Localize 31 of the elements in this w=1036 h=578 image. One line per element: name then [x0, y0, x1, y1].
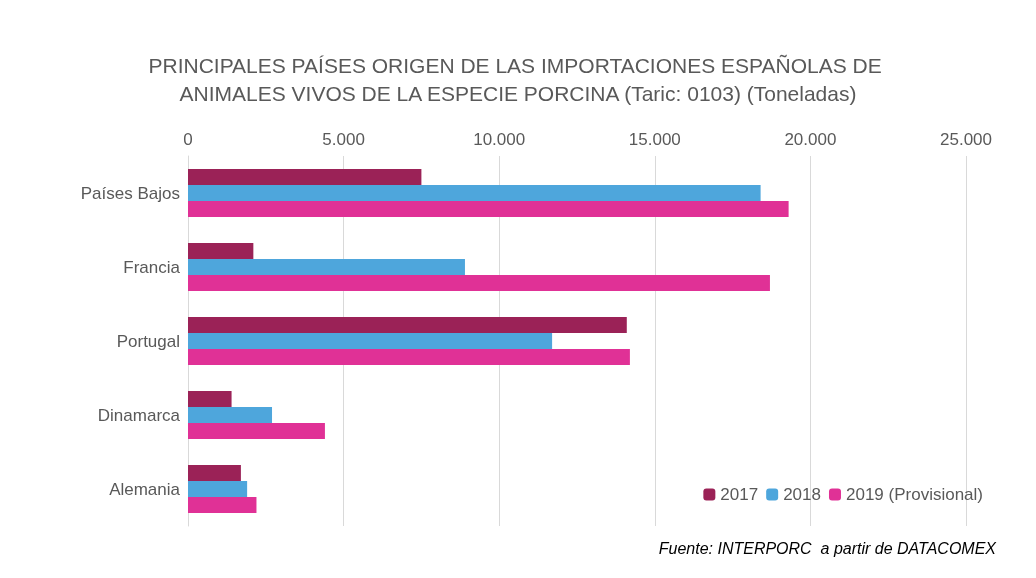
legend-label: 2018: [783, 485, 821, 504]
bar: [188, 168, 422, 185]
bar: [188, 316, 627, 333]
bar: [188, 201, 789, 218]
source-note: Fuente: INTERPORC a partir de DATACOMEX: [658, 539, 998, 557]
bar: [188, 258, 465, 276]
bar: [188, 390, 232, 407]
y-tick-label: Países Bajos: [80, 183, 180, 203]
x-tick-label: 5.000: [322, 130, 365, 149]
bar: [188, 332, 553, 350]
bar: [188, 464, 241, 481]
y-tick-label: Alemania: [109, 479, 181, 499]
bar: [188, 406, 273, 424]
x-tick-label: 15.000: [628, 130, 681, 149]
bar: [188, 349, 630, 366]
x-tick-label: 25.000: [940, 130, 992, 149]
bar: [188, 423, 325, 440]
x-tick-label: 20.000: [784, 130, 837, 149]
legend-label: 2019 (Provisional): [845, 485, 983, 504]
y-tick-label: Francia: [123, 257, 181, 277]
x-tick-label: 0: [183, 130, 193, 149]
y-tick-label: Dinamarca: [97, 405, 181, 425]
bar: [188, 184, 761, 202]
bar: [188, 242, 254, 259]
bar: [188, 480, 248, 498]
chart-title: PRINCIPALES PAÍSES ORIGEN DE LAS IMPORTACIONES ESPAÑOLAS DE ANIMALES VIVOS DE LA ESPECIE PORCINA (Taric: 0103) (Toneladas): [148, 53, 888, 105]
x-tick-label: 10.000: [473, 130, 526, 149]
y-tick-label: Portugal: [116, 331, 180, 351]
bar: [188, 275, 770, 292]
legend-label: 2017: [720, 485, 759, 504]
bar: [188, 497, 257, 514]
